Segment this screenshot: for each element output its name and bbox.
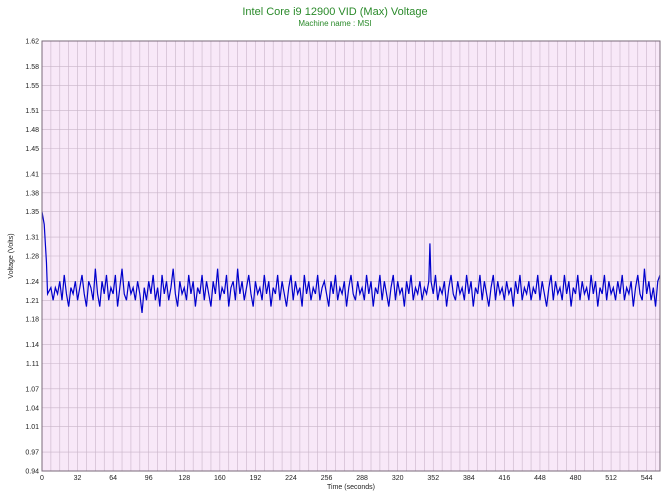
y-tick-label: 1.58 <box>25 64 39 71</box>
x-tick-label: 288 <box>356 475 368 482</box>
x-tick-label: 0 <box>40 475 44 482</box>
y-tick-label: 1.41 <box>25 171 39 178</box>
y-tick-label: 1.07 <box>25 386 39 393</box>
y-tick-label: 1.51 <box>25 108 39 115</box>
y-axis-label: Voltage (Volts) <box>8 233 15 278</box>
x-tick-label: 64 <box>109 475 117 482</box>
x-tick-label: 96 <box>145 475 153 482</box>
y-tick-label: 1.28 <box>25 254 39 261</box>
x-axis-label: Time (seconds) <box>327 484 375 491</box>
x-tick-label: 224 <box>285 475 297 482</box>
x-tick-label: 32 <box>74 475 82 482</box>
y-tick-label: 1.48 <box>25 127 39 134</box>
x-tick-label: 192 <box>250 475 262 482</box>
plot-frame <box>41 40 661 472</box>
y-tick-label: 1.14 <box>25 342 39 349</box>
y-tick-label: 1.04 <box>25 405 39 412</box>
voltage-line <box>41 211 661 313</box>
y-tick-label: 1.38 <box>25 190 39 197</box>
x-tick-label: 544 <box>641 475 653 482</box>
y-tick-label: 1.31 <box>25 235 39 242</box>
grid <box>41 40 660 472</box>
y-tick-label: 0.97 <box>25 450 39 457</box>
x-tick-label: 384 <box>463 475 475 482</box>
x-tick-label: 448 <box>534 475 546 482</box>
x-tick-label: 320 <box>392 475 404 482</box>
x-tick-label: 352 <box>427 475 439 482</box>
y-tick-label: 1.55 <box>25 83 39 90</box>
y-tick-label: 1.24 <box>25 279 39 286</box>
y-tick-label: 1.62 <box>25 39 39 46</box>
chart-subtitle: Machine name : MSI <box>298 19 372 28</box>
x-tick-label: 256 <box>321 475 333 482</box>
y-tick-label: 1.45 <box>25 146 39 153</box>
y-tick-label: 1.01 <box>25 424 39 431</box>
y-tick-label: 0.94 <box>25 469 39 476</box>
y-tick-label: 1.11 <box>26 361 39 368</box>
y-tick-label: 1.18 <box>25 317 39 324</box>
x-tick-label: 128 <box>178 475 190 482</box>
tick-labels: 0 32 64 96 128 160 192 224 256 288 320 352 384 416 448… <box>25 39 652 483</box>
x-tick-label: 416 <box>499 475 511 482</box>
x-tick-label: 480 <box>570 475 582 482</box>
chart-title: Intel Core i9 12900 VID (Max) Voltage <box>242 6 428 18</box>
x-tick-label: 512 <box>605 475 617 482</box>
x-tick-label: 160 <box>214 475 226 482</box>
y-tick-label: 1.21 <box>25 298 39 305</box>
y-tick-label: 1.35 <box>25 209 39 216</box>
